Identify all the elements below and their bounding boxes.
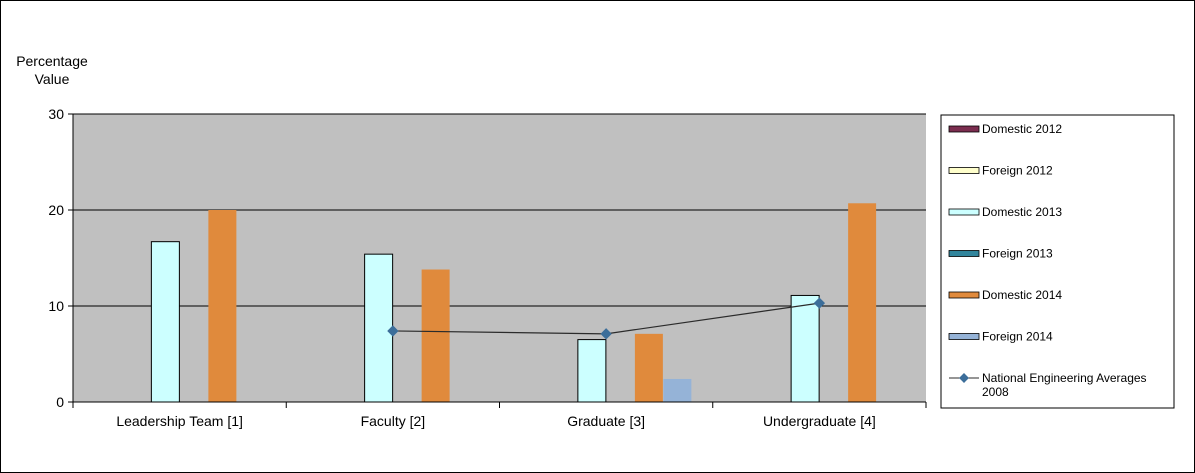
- legend-label: Foreign 2014: [982, 330, 1053, 344]
- line-point: [600, 328, 612, 340]
- legend-label: Domestic 2014: [982, 288, 1062, 302]
- legend-swatch: [948, 291, 980, 299]
- legend-swatch: [948, 333, 980, 340]
- bar: [150, 241, 180, 403]
- axes: 0 10 20 30 Leadership Team [1] Faculty [2] Gra…: [48, 106, 927, 429]
- legend-swatch: [948, 125, 980, 133]
- bar: [848, 203, 877, 402]
- y-tick-label: 10: [48, 298, 64, 314]
- legend-label: Foreign 2012: [982, 164, 1053, 178]
- average-line: [387, 297, 826, 340]
- legend-swatch: [948, 167, 980, 174]
- line-point: [813, 297, 826, 309]
- x-tick-label: Undergraduate [4]: [763, 413, 876, 429]
- bar: [208, 210, 237, 402]
- bar: [790, 294, 820, 403]
- legend-label: 2008: [982, 385, 1009, 399]
- y-axis-title-line-2: Value: [35, 71, 70, 87]
- bar: [634, 333, 663, 402]
- x-tick-label: Leadership Team [1]: [116, 413, 243, 429]
- legend-label: Domestic 2012: [982, 122, 1062, 136]
- legend-box: [940, 114, 1175, 409]
- legend-swatch: [948, 250, 980, 257]
- legend-swatch: [948, 208, 980, 216]
- y-tick-label: 20: [48, 202, 64, 218]
- y-tick-label: 0: [56, 394, 64, 410]
- x-tick-label: Graduate [3]: [567, 413, 645, 429]
- x-tick-label: Faculty [2]: [361, 413, 426, 429]
- legend-label: Foreign 2013: [982, 247, 1053, 261]
- legend-label: National Engineering Averages: [982, 371, 1147, 385]
- y-tick-label: 30: [48, 106, 64, 122]
- bar: [421, 269, 450, 402]
- bar: [364, 253, 394, 403]
- bar: [663, 378, 692, 402]
- legend: Domestic 2012 Foreign 2012 Domestic 2013 Fo…: [940, 114, 1175, 409]
- bars: [150, 203, 877, 403]
- y-axis-title: Percentage Value: [16, 53, 88, 87]
- legend-marker: [959, 373, 969, 383]
- bar: [577, 339, 607, 403]
- legend-label: Domestic 2013: [982, 205, 1062, 219]
- line-point: [387, 325, 399, 337]
- y-axis-title-line-1: Percentage: [16, 53, 88, 69]
